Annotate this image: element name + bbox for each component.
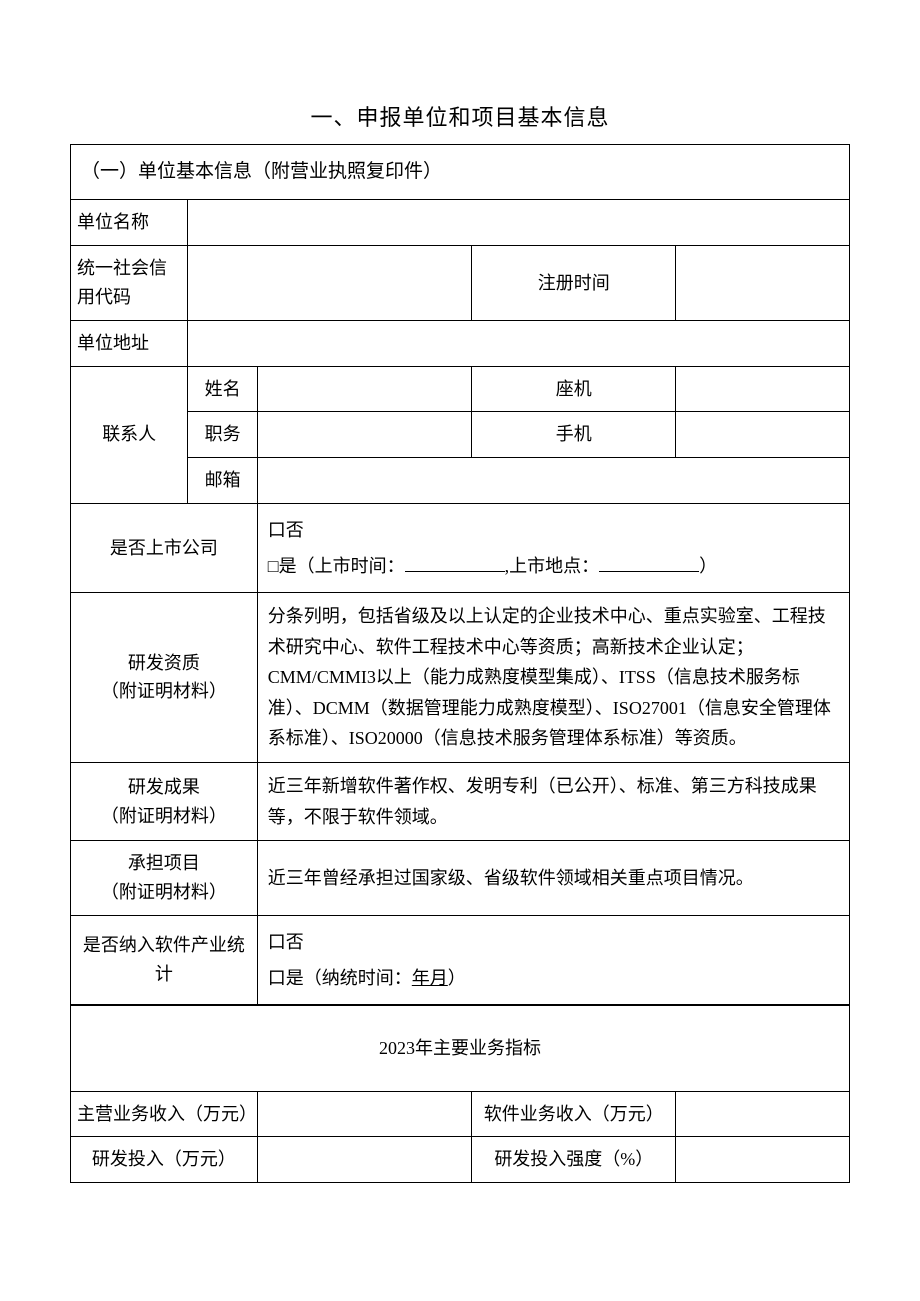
rd-investment-label: 研发投入（万元） <box>71 1137 258 1183</box>
landline-label: 座机 <box>472 366 676 412</box>
address-row: 单位地址 <box>71 320 850 366</box>
landline-value[interactable] <box>676 366 850 412</box>
rd-results-label: 研发成果 （附证明材料） <box>71 762 258 840</box>
listed-yes-option[interactable]: □是（上市时间：,上市地点：） <box>268 548 839 584</box>
contact-name-label: 姓名 <box>188 366 257 412</box>
address-value[interactable] <box>188 320 850 366</box>
rd-qualification-label: 研发资质 （附证明材料） <box>71 592 258 762</box>
address-label: 单位地址 <box>71 320 188 366</box>
unit-name-value[interactable] <box>188 200 850 246</box>
reg-time-label: 注册时间 <box>472 246 676 321</box>
stats-yes-option[interactable]: 口是（纳统时间：年月） <box>268 960 839 996</box>
unit-name-row: 单位名称 <box>71 200 850 246</box>
indicators-table: 主营业务收入（万元） 软件业务收入（万元） 研发投入（万元） 研发投入强度（%） <box>70 1092 850 1184</box>
contact-position-row: 职务 手机 <box>71 412 850 458</box>
email-label: 邮箱 <box>188 458 257 504</box>
software-revenue-value[interactable] <box>676 1092 850 1137</box>
section-header-text: （一）单位基本信息（附营业执照复印件） <box>71 145 850 200</box>
listed-no-option[interactable]: 口否 <box>268 512 839 548</box>
listed-content[interactable]: 口否 □是（上市时间：,上市地点：） <box>257 503 849 592</box>
projects-row: 承担项目 （附证明材料） 近三年曾经承担过国家级、省级软件领域相关重点项目情况。 <box>71 841 850 916</box>
contact-email-row: 邮箱 <box>71 458 850 504</box>
credit-code-row: 统一社会信用代码 注册时间 <box>71 246 850 321</box>
stats-no-option[interactable]: 口否 <box>268 924 839 960</box>
email-value[interactable] <box>257 458 849 504</box>
rd-intensity-value[interactable] <box>676 1137 850 1183</box>
rd-investment-row: 研发投入（万元） 研发投入强度（%） <box>71 1137 850 1183</box>
revenue-row: 主营业务收入（万元） 软件业务收入（万元） <box>71 1092 850 1137</box>
position-value[interactable] <box>257 412 471 458</box>
contact-label: 联系人 <box>71 366 188 503</box>
rd-qualification-row: 研发资质 （附证明材料） 分条列明，包括省级及以上认定的企业技术中心、重点实验室… <box>71 592 850 762</box>
rd-results-desc: 近三年新增软件著作权、发明专利（已公开）、标准、第三方科技成果等，不限于软件领域… <box>257 762 849 840</box>
rd-intensity-label: 研发投入强度（%） <box>472 1137 676 1183</box>
listed-row: 是否上市公司 口否 □是（上市时间：,上市地点：） <box>71 503 850 592</box>
unit-name-label: 单位名称 <box>71 200 188 246</box>
rd-qualification-desc: 分条列明，包括省级及以上认定的企业技术中心、重点实验室、工程技术研究中心、软件工… <box>257 592 849 762</box>
software-revenue-label: 软件业务收入（万元） <box>472 1092 676 1137</box>
indicators-header-text: 2023年主要业务指标 <box>71 1005 850 1091</box>
position-label: 职务 <box>188 412 257 458</box>
mobile-label: 手机 <box>472 412 676 458</box>
section-header-row: （一）单位基本信息（附营业执照复印件） <box>71 145 850 200</box>
indicators-header-row: 2023年主要业务指标 <box>71 1005 850 1091</box>
software-stats-label: 是否纳入软件产业统计 <box>71 915 258 1005</box>
software-stats-content[interactable]: 口否 口是（纳统时间：年月） <box>257 915 849 1005</box>
credit-code-value[interactable] <box>188 246 472 321</box>
projects-desc: 近三年曾经承担过国家级、省级软件领域相关重点项目情况。 <box>257 841 849 916</box>
credit-code-label: 统一社会信用代码 <box>71 246 188 321</box>
contact-name-row: 联系人 姓名 座机 <box>71 366 850 412</box>
mobile-value[interactable] <box>676 412 850 458</box>
listed-label: 是否上市公司 <box>71 503 258 592</box>
reg-time-value[interactable] <box>676 246 850 321</box>
rd-investment-value[interactable] <box>257 1137 471 1183</box>
main-revenue-value[interactable] <box>257 1092 471 1137</box>
page-title: 一、申报单位和项目基本信息 <box>70 100 850 132</box>
software-stats-row: 是否纳入软件产业统计 口否 口是（纳统时间：年月） <box>71 915 850 1005</box>
main-form-table: （一）单位基本信息（附营业执照复印件） 单位名称 统一社会信用代码 注册时间 单… <box>70 144 850 1092</box>
projects-label: 承担项目 （附证明材料） <box>71 841 258 916</box>
rd-results-row: 研发成果 （附证明材料） 近三年新增软件著作权、发明专利（已公开）、标准、第三方… <box>71 762 850 840</box>
main-revenue-label: 主营业务收入（万元） <box>71 1092 258 1137</box>
contact-name-value[interactable] <box>257 366 471 412</box>
